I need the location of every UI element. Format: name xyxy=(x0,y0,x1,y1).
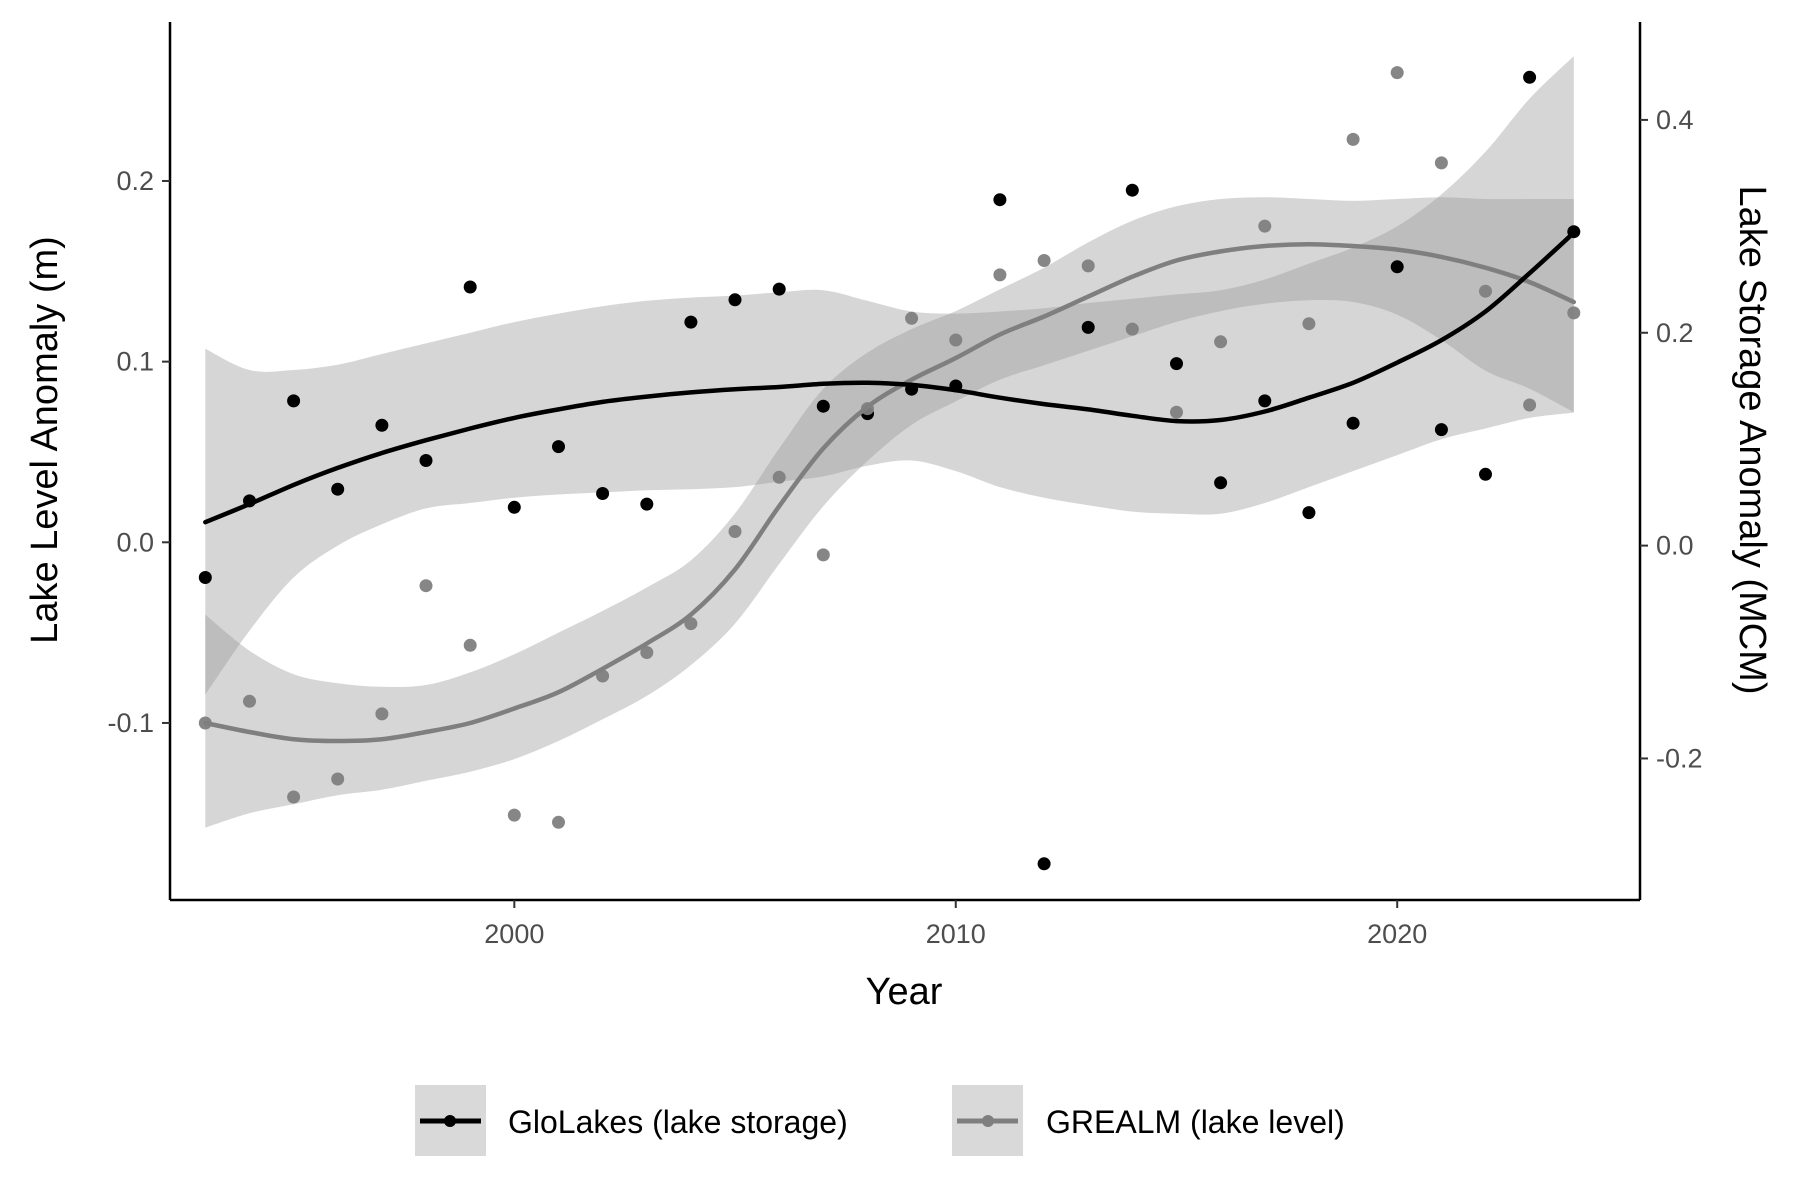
y2-tick-label: -0.2 xyxy=(1656,743,1703,773)
grealm-point xyxy=(463,638,477,652)
glolakes-point xyxy=(772,282,786,296)
confidence-band-grealm xyxy=(205,197,1574,828)
glolakes-point xyxy=(331,482,345,496)
grealm-point xyxy=(1346,132,1360,146)
grealm-point xyxy=(772,470,786,484)
y-tick-label: 0.2 xyxy=(116,166,154,196)
glolakes-point xyxy=(1346,416,1360,430)
glolakes-point xyxy=(375,418,389,432)
glolakes-point xyxy=(1037,857,1051,871)
legend-key-point-2 xyxy=(982,1115,994,1127)
y-tick-label: -0.1 xyxy=(107,708,154,738)
grealm-point xyxy=(1479,284,1492,298)
glolakes-point xyxy=(1258,394,1272,408)
grealm-point xyxy=(552,815,565,829)
x-tick-label: 2000 xyxy=(484,919,544,949)
grealm-point xyxy=(331,772,345,786)
axes: 2000 2010 2020 -0.1 0.0 0.1 0.2 -0.2 0.0 0.2 0.4 xyxy=(107,22,1703,949)
grealm-point xyxy=(1258,219,1272,233)
glolakes-point xyxy=(684,315,698,329)
glolakes-point xyxy=(640,497,654,511)
confidence-band-glolakes xyxy=(205,56,1574,695)
grealm-point xyxy=(1523,398,1537,412)
y-axis-title: Lake Level Anomaly (m) xyxy=(24,236,66,644)
glolakes-point xyxy=(816,399,830,413)
grealm-point xyxy=(728,525,742,538)
grealm-point xyxy=(419,579,433,593)
glolakes-point xyxy=(1125,183,1139,197)
grealm-point xyxy=(640,646,654,659)
grealm-point xyxy=(905,311,919,325)
glolakes-point xyxy=(596,487,610,500)
glolakes-point xyxy=(463,280,477,294)
grealm-point xyxy=(1302,317,1316,331)
glolakes-point xyxy=(287,394,301,408)
grealm-point xyxy=(1081,259,1095,273)
glolakes-point xyxy=(552,440,565,454)
smooth-lines xyxy=(203,230,1577,744)
glolakes-point xyxy=(1434,423,1448,437)
grealm-point xyxy=(375,707,389,721)
grealm-smooth-line xyxy=(203,241,1577,744)
legend-label-grealm: GREALM (lake level) xyxy=(1046,1104,1345,1140)
glolakes-point xyxy=(1214,476,1228,490)
legend-label-glolakes: GloLakes (lake storage) xyxy=(508,1104,848,1140)
glolakes-point xyxy=(1390,260,1404,274)
grealm-point xyxy=(1214,335,1228,349)
grealm-point xyxy=(1037,254,1051,267)
glolakes-point xyxy=(198,571,212,584)
glolakes-point xyxy=(1302,506,1316,520)
grealm-point xyxy=(1567,306,1581,320)
grealm-point xyxy=(243,694,256,708)
x-tick-label: 2010 xyxy=(926,919,986,949)
grealm-point xyxy=(1125,322,1139,336)
grealm-point xyxy=(816,548,830,562)
x-axis-title: Year xyxy=(866,971,943,1013)
y2-axis-title: Lake Storage Anomaly (MCM) xyxy=(1731,186,1773,695)
y2-tick-label: 0.4 xyxy=(1656,105,1694,135)
legend: GloLakes (lake storage) GREALM (lake lev… xyxy=(415,1085,1345,1156)
glolakes-smooth-line xyxy=(203,230,1577,525)
glolakes-point xyxy=(993,193,1007,207)
x-tick-label: 2020 xyxy=(1367,919,1427,949)
y-tick-label: 0.1 xyxy=(116,347,154,377)
y-tick-label: 0.0 xyxy=(116,527,154,557)
glolakes-point xyxy=(1479,467,1492,481)
grealm-point xyxy=(1170,405,1183,419)
glolakes-point xyxy=(419,454,433,467)
grealm-point xyxy=(1434,156,1448,170)
glolakes-point xyxy=(1170,357,1183,371)
grealm-point xyxy=(287,790,301,804)
data-points xyxy=(198,66,1581,871)
glolakes-point xyxy=(507,500,521,514)
y2-tick-label: 0.0 xyxy=(1656,531,1694,561)
grealm-point xyxy=(507,808,521,822)
legend-key-point-1 xyxy=(444,1115,456,1127)
glolakes-point xyxy=(1523,70,1537,84)
grealm-point xyxy=(949,333,963,347)
grealm-point xyxy=(1390,66,1404,80)
grealm-point xyxy=(684,617,698,631)
grealm-point xyxy=(993,268,1007,282)
glolakes-point xyxy=(728,293,742,307)
y2-tick-label: 0.2 xyxy=(1656,318,1694,348)
glolakes-point xyxy=(1081,320,1095,334)
confidence-bands xyxy=(205,56,1574,828)
